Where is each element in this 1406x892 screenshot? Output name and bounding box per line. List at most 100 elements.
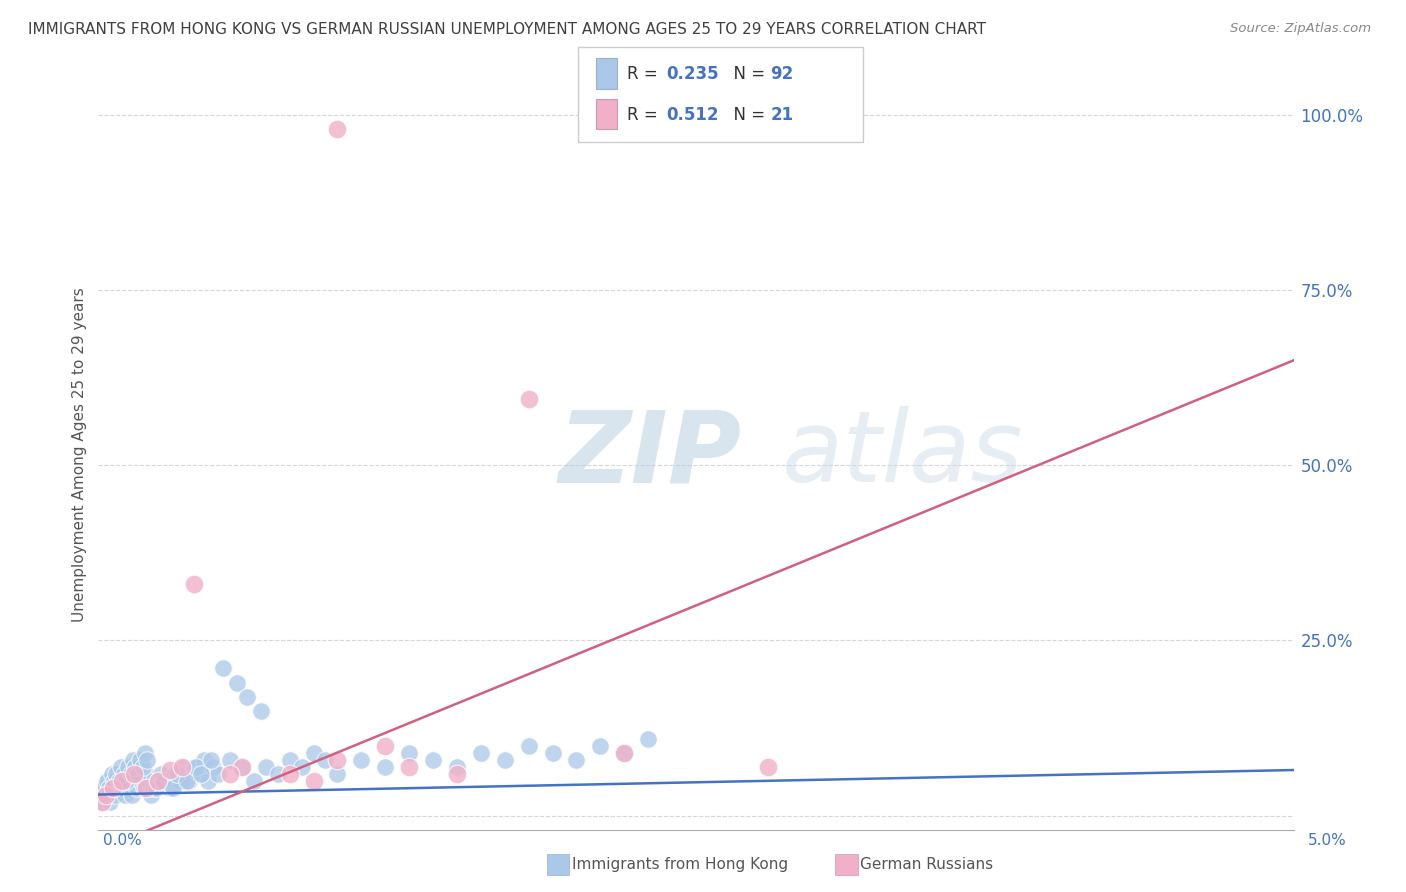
Point bbox=[135, 780, 157, 795]
Point bbox=[302, 773, 325, 788]
Point bbox=[110, 759, 132, 773]
Text: ZIP: ZIP bbox=[558, 407, 741, 503]
Text: 0.0%: 0.0% bbox=[103, 833, 142, 847]
Point bbox=[100, 766, 122, 780]
Point bbox=[350, 752, 373, 766]
Point bbox=[98, 780, 121, 795]
Point bbox=[173, 759, 195, 773]
Point bbox=[91, 795, 114, 809]
Point bbox=[243, 773, 266, 788]
Point bbox=[374, 739, 396, 753]
Point bbox=[226, 675, 249, 690]
Point bbox=[152, 773, 174, 788]
Point bbox=[159, 780, 181, 795]
Point bbox=[398, 759, 420, 773]
Point bbox=[291, 759, 314, 773]
Y-axis label: Unemployment Among Ages 25 to 29 years: Unemployment Among Ages 25 to 29 years bbox=[72, 287, 87, 623]
Point bbox=[589, 739, 612, 753]
Point bbox=[94, 788, 117, 802]
Point bbox=[118, 780, 141, 795]
Point bbox=[135, 766, 157, 780]
Text: N =: N = bbox=[723, 65, 770, 83]
Point bbox=[124, 773, 146, 788]
Point bbox=[122, 752, 145, 766]
Point bbox=[302, 746, 325, 760]
Point bbox=[91, 795, 114, 809]
Point bbox=[94, 788, 117, 802]
Point bbox=[148, 773, 170, 788]
Point bbox=[107, 773, 129, 788]
Point bbox=[254, 759, 277, 773]
Point bbox=[172, 759, 194, 773]
Point bbox=[231, 759, 253, 773]
Point bbox=[134, 746, 156, 760]
Point bbox=[541, 746, 564, 760]
Point bbox=[613, 746, 636, 760]
Point bbox=[278, 766, 301, 780]
Point bbox=[108, 780, 131, 795]
Text: 92: 92 bbox=[770, 65, 794, 83]
Point bbox=[131, 773, 153, 788]
Point bbox=[374, 759, 396, 773]
Point bbox=[267, 766, 290, 780]
Point bbox=[446, 766, 468, 780]
Point bbox=[149, 766, 172, 780]
Text: N =: N = bbox=[723, 105, 770, 124]
Point bbox=[326, 122, 349, 136]
Point bbox=[637, 731, 659, 746]
Point bbox=[183, 759, 205, 773]
Point bbox=[231, 759, 253, 773]
Text: German Russians: German Russians bbox=[860, 857, 994, 871]
Point bbox=[326, 766, 349, 780]
Point bbox=[112, 766, 135, 780]
Point bbox=[115, 773, 138, 788]
Text: 0.512: 0.512 bbox=[666, 105, 718, 124]
Point bbox=[250, 704, 273, 718]
Point bbox=[517, 392, 540, 406]
Point bbox=[115, 773, 138, 788]
Point bbox=[132, 780, 155, 795]
Point bbox=[235, 690, 257, 704]
Point bbox=[207, 766, 229, 780]
Text: 21: 21 bbox=[770, 105, 793, 124]
Point bbox=[159, 763, 181, 777]
Point bbox=[398, 746, 420, 760]
Point bbox=[111, 766, 134, 780]
Point bbox=[183, 577, 205, 591]
Point bbox=[145, 780, 167, 795]
Point bbox=[176, 773, 198, 788]
Point bbox=[129, 752, 152, 766]
Point bbox=[97, 773, 120, 788]
Point bbox=[98, 795, 122, 809]
Point bbox=[105, 766, 128, 780]
Point bbox=[193, 752, 215, 766]
Point bbox=[103, 773, 125, 788]
Point bbox=[117, 759, 139, 773]
Point bbox=[142, 780, 165, 795]
Point bbox=[756, 759, 779, 773]
Point bbox=[124, 759, 146, 773]
Point bbox=[96, 773, 118, 788]
Point bbox=[148, 773, 170, 788]
Point bbox=[315, 752, 337, 766]
Point bbox=[197, 773, 219, 788]
Point bbox=[422, 752, 444, 766]
Point bbox=[101, 780, 124, 795]
Point bbox=[169, 773, 191, 788]
Point bbox=[90, 788, 112, 802]
Point bbox=[162, 780, 184, 795]
Point bbox=[127, 766, 149, 780]
Point bbox=[128, 766, 150, 780]
Text: 5.0%: 5.0% bbox=[1308, 833, 1347, 847]
Point bbox=[186, 759, 208, 773]
Point bbox=[470, 746, 492, 760]
Point bbox=[219, 766, 242, 780]
Point bbox=[613, 746, 636, 760]
Point bbox=[138, 773, 160, 788]
Point bbox=[91, 780, 114, 795]
Point bbox=[111, 773, 134, 788]
Point bbox=[187, 766, 209, 780]
Point bbox=[446, 759, 468, 773]
Point bbox=[93, 780, 115, 795]
Text: R =: R = bbox=[627, 65, 664, 83]
